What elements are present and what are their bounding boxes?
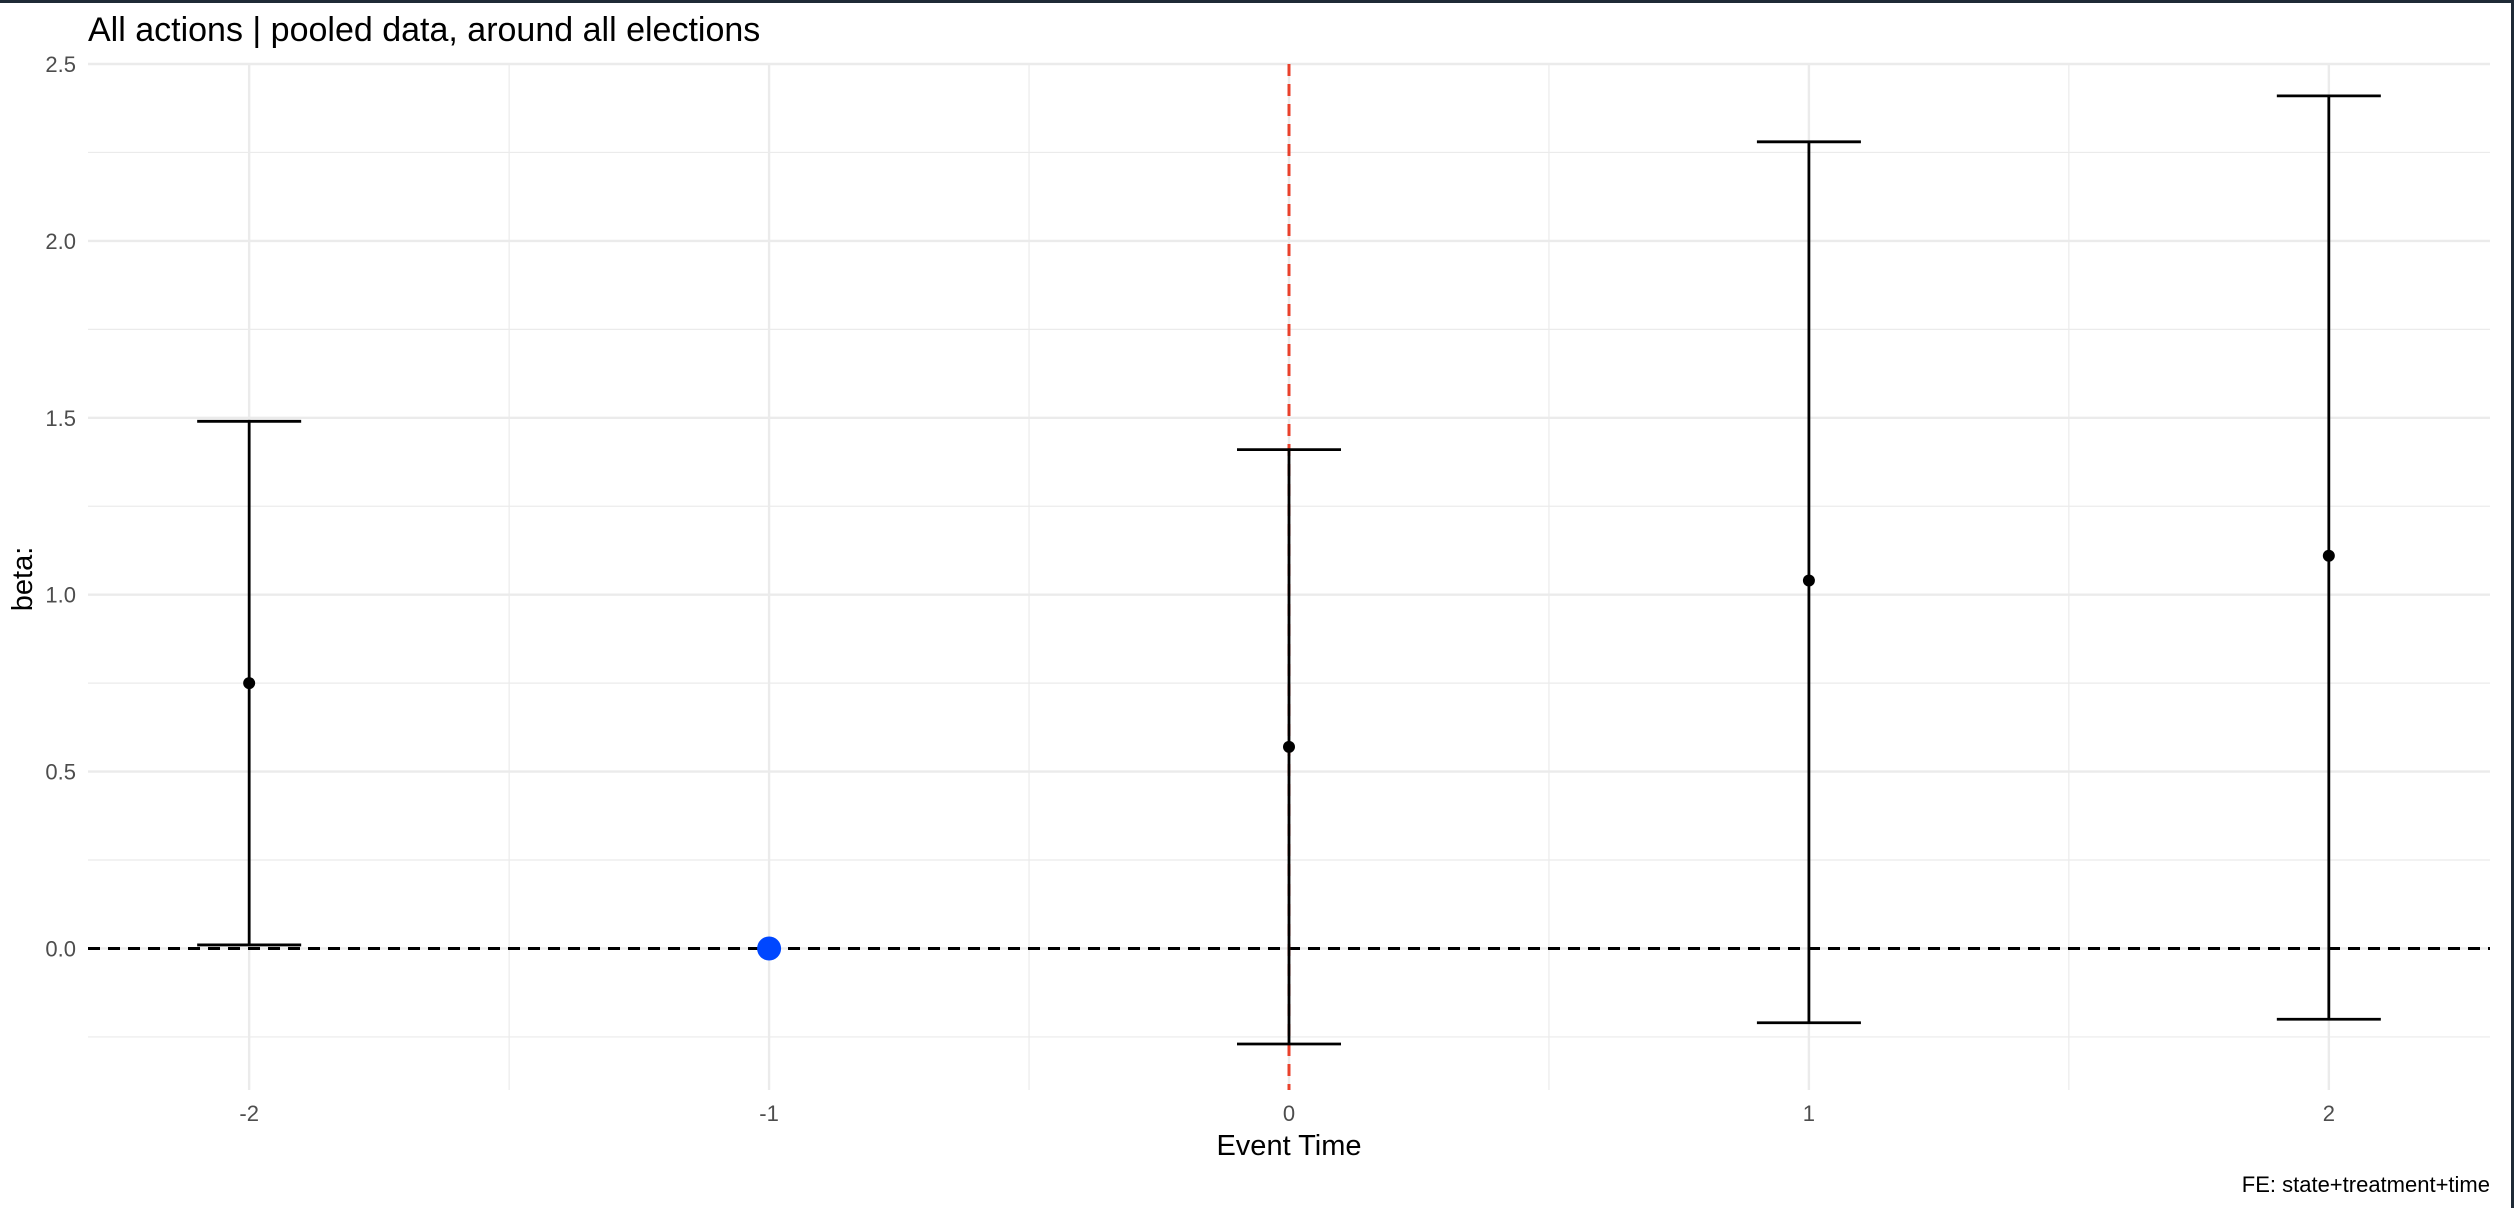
y-tick-label: 2.5 [45, 52, 76, 77]
y-tick-label: 0.5 [45, 760, 76, 785]
x-tick-label: 2 [2323, 1101, 2335, 1126]
point-estimates [243, 549, 2335, 961]
x-tick-label: -2 [239, 1101, 259, 1126]
x-axis-label: Event Time [1216, 1130, 1361, 1162]
point-estimate [2322, 549, 2335, 562]
chart-title: All actions | pooled data, around all el… [88, 11, 760, 49]
x-tick-label: 1 [1803, 1101, 1815, 1126]
y-tick-label: 1.0 [45, 583, 76, 608]
y-tick-label: 2.0 [45, 229, 76, 254]
point-estimate [1283, 740, 1295, 753]
point-estimate [1802, 574, 1815, 587]
caption: FE: state+treatment+time [2242, 1172, 2490, 1197]
x-tick-label: 0 [1283, 1101, 1295, 1126]
point-estimate [243, 677, 256, 690]
y-tick-label: 1.5 [45, 406, 76, 431]
y-tick-label: 0.0 [45, 936, 76, 961]
y-tick-labels: 0.0 0.5 1.0 1.5 2.0 2.5 [45, 52, 76, 961]
y-axis-label: beta: [7, 547, 39, 612]
x-tick-labels: -2 -1 0 1 2 [239, 1101, 2335, 1126]
x-tick-label: -1 [759, 1101, 779, 1126]
reference-point [757, 936, 782, 961]
